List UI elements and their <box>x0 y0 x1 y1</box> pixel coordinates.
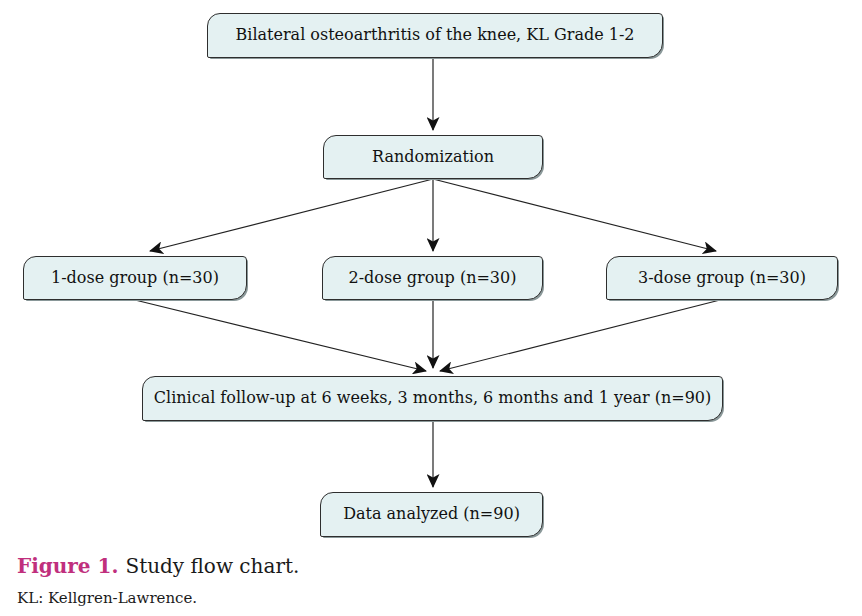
figure-caption-number: Figure 1. <box>17 554 118 578</box>
node-data-analyzed: Data analyzed (n=90) <box>320 492 543 537</box>
node-clinical-followup: Clinical follow-up at 6 weeks, 3 months,… <box>142 376 723 421</box>
node-dose2-group: 2-dose group (n=30) <box>322 256 543 300</box>
node-followup-label: Clinical follow-up at 6 weeks, 3 months,… <box>154 389 711 407</box>
figure-caption-text: Study flow chart. <box>125 554 299 578</box>
figure-footnote-abbreviation: KL: Kellgren-Lawrence. <box>17 589 197 607</box>
arrow-dose3-to-followup <box>440 300 720 371</box>
node-randomization: Randomization <box>323 135 543 179</box>
arrow-dose1-to-followup <box>135 300 426 371</box>
node-eligibility-label: Bilateral osteoarthritis of the knee, KL… <box>236 26 635 44</box>
node-dose1-group: 1-dose group (n=30) <box>23 256 247 300</box>
figure-1-study-flow-chart: Bilateral osteoarthritis of the knee, KL… <box>0 0 862 616</box>
arrow-randomization-to-dose1 <box>150 179 433 251</box>
node-dose2-label: 2-dose group (n=30) <box>349 269 517 287</box>
arrow-randomization-to-dose3 <box>433 179 716 251</box>
figure-caption: Figure 1. Study flow chart. <box>17 554 299 578</box>
node-dose3-label: 3-dose group (n=30) <box>638 269 806 287</box>
node-dose1-label: 1-dose group (n=30) <box>51 269 219 287</box>
node-randomization-label: Randomization <box>372 148 494 166</box>
node-analyzed-label: Data analyzed (n=90) <box>343 505 520 523</box>
node-dose3-group: 3-dose group (n=30) <box>606 256 838 300</box>
node-eligibility: Bilateral osteoarthritis of the knee, KL… <box>207 13 663 58</box>
